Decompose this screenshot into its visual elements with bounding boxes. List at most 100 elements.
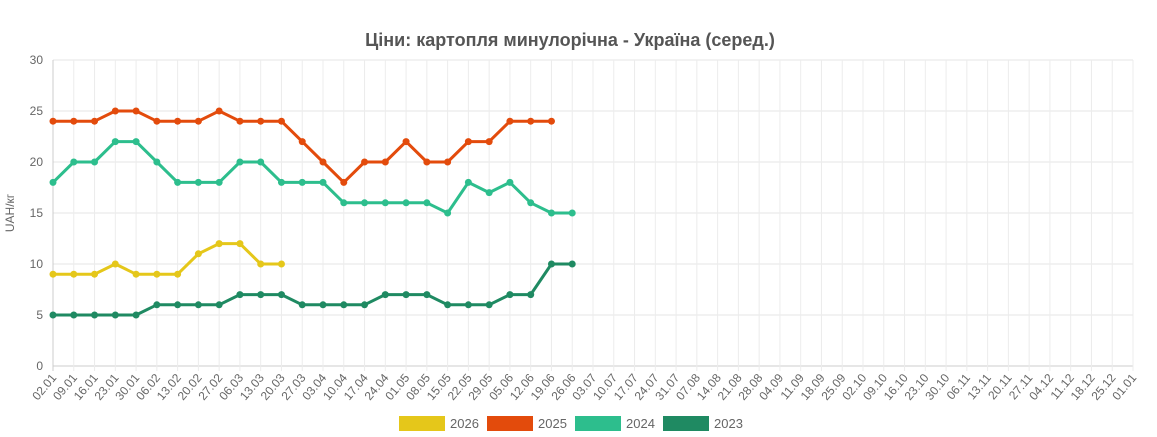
data-point	[49, 311, 57, 319]
series-line	[51, 140, 573, 215]
y-tick-label: 25	[30, 104, 44, 118]
data-point	[194, 178, 202, 186]
legend-label: 2023	[714, 416, 743, 431]
y-tick-label: 30	[30, 53, 44, 67]
data-point	[506, 291, 514, 299]
series-2025	[49, 107, 555, 186]
data-point	[49, 270, 57, 278]
data-point	[485, 189, 493, 197]
data-point	[464, 178, 472, 186]
y-tick-label: 15	[30, 206, 44, 220]
data-point	[153, 301, 161, 309]
legend-swatch	[399, 416, 445, 431]
data-point	[236, 117, 244, 125]
data-point	[153, 158, 161, 166]
data-point	[111, 107, 119, 115]
data-point	[153, 117, 161, 125]
data-point	[111, 138, 119, 146]
data-point	[527, 291, 535, 299]
data-point	[340, 199, 348, 207]
data-point	[111, 260, 119, 268]
data-point	[49, 117, 57, 125]
data-point	[153, 270, 161, 278]
data-point	[70, 117, 78, 125]
data-point	[319, 178, 327, 186]
data-point	[132, 107, 140, 115]
legend-swatch	[663, 416, 709, 431]
series-2026	[49, 240, 285, 278]
data-point	[319, 158, 327, 166]
data-point	[485, 301, 493, 309]
data-point	[277, 291, 285, 299]
data-point	[236, 240, 244, 248]
data-point	[298, 301, 306, 309]
legend-swatch	[575, 416, 621, 431]
data-point	[236, 158, 244, 166]
data-point	[70, 158, 78, 166]
data-point	[215, 107, 223, 115]
data-point	[319, 301, 327, 309]
data-point	[547, 260, 555, 268]
data-point	[423, 199, 431, 207]
data-point	[277, 260, 285, 268]
data-point	[423, 158, 431, 166]
legend-item-2024: 2024	[575, 416, 655, 431]
data-point	[547, 117, 555, 125]
data-point	[381, 199, 389, 207]
data-point	[236, 291, 244, 299]
y-tick-label: 0	[36, 359, 43, 373]
data-point	[91, 158, 99, 166]
y-axis-label: UAH/кг	[3, 193, 17, 232]
data-point	[174, 270, 182, 278]
legend-label: 2025	[538, 416, 567, 431]
data-point	[402, 199, 410, 207]
series-line	[53, 242, 282, 276]
data-point	[257, 260, 265, 268]
data-point	[174, 178, 182, 186]
data-point	[70, 270, 78, 278]
data-point	[547, 209, 555, 217]
y-tick-label: 10	[30, 257, 44, 271]
data-point	[91, 117, 99, 125]
data-point	[485, 138, 493, 146]
data-point	[174, 117, 182, 125]
data-point	[340, 301, 348, 309]
data-point	[527, 199, 535, 207]
chart-title: Ціни: картопля минулорічна - Україна (се…	[365, 30, 775, 50]
data-point	[257, 117, 265, 125]
data-point	[464, 138, 472, 146]
data-point	[506, 117, 514, 125]
data-point	[174, 301, 182, 309]
data-point	[298, 138, 306, 146]
series-2023	[49, 260, 576, 319]
data-point	[194, 250, 202, 258]
data-point	[423, 291, 431, 299]
data-point	[361, 199, 369, 207]
data-point	[506, 178, 514, 186]
data-point	[444, 209, 452, 217]
data-point	[381, 158, 389, 166]
y-tick-label: 20	[30, 155, 44, 169]
data-point	[381, 291, 389, 299]
data-point	[361, 158, 369, 166]
data-point	[91, 270, 99, 278]
data-point	[215, 178, 223, 186]
data-point	[568, 260, 576, 268]
legend-item-2025: 2025	[487, 416, 567, 431]
data-point	[132, 270, 140, 278]
data-point	[132, 138, 140, 146]
data-point	[257, 158, 265, 166]
data-point	[361, 301, 369, 309]
data-point	[298, 178, 306, 186]
data-point	[215, 301, 223, 309]
data-point	[527, 117, 535, 125]
legend-swatch	[487, 416, 533, 431]
data-point	[444, 158, 452, 166]
data-point	[215, 240, 223, 248]
data-point	[277, 178, 285, 186]
y-tick-label: 5	[36, 308, 43, 322]
legend-label: 2024	[626, 416, 655, 431]
data-point	[91, 311, 99, 319]
data-point	[257, 291, 265, 299]
